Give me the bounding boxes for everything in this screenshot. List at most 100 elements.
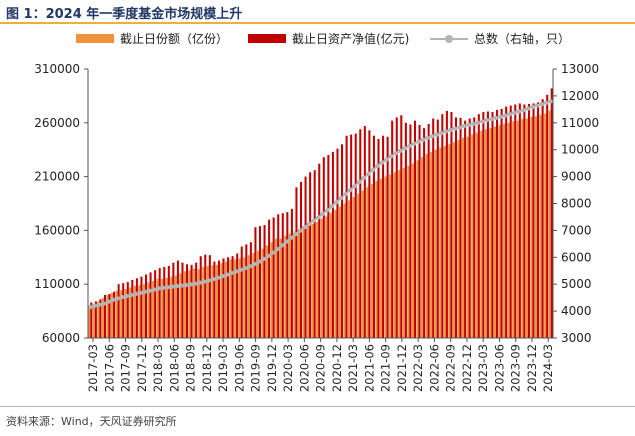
- nav-bar: [268, 219, 271, 338]
- x-axis-tick-label: 2021-03: [346, 344, 360, 392]
- count-point: [434, 132, 439, 137]
- legend-label-share: 截止日份额（亿份）: [120, 32, 229, 46]
- count-point: [188, 282, 193, 287]
- share-bar: [220, 263, 223, 338]
- x-axis-tick-label: 2017-06: [102, 344, 116, 392]
- nav-bar: [204, 254, 207, 338]
- share-bar: [111, 292, 114, 338]
- legend-swatch-share: [76, 34, 114, 43]
- x-axis-tick-label: 2018-03: [151, 344, 165, 392]
- count-point: [471, 121, 476, 127]
- share-bar: [462, 137, 465, 338]
- nav-bar: [126, 282, 129, 338]
- nav-bar: [231, 256, 234, 338]
- share-bar: [366, 187, 369, 338]
- share-bar: [279, 238, 282, 338]
- footer-rule: [0, 406, 635, 407]
- count-point: [192, 281, 198, 286]
- right-axis-tick-label: 9000: [561, 170, 592, 184]
- share-bar: [471, 134, 474, 338]
- share-bar: [170, 276, 173, 338]
- right-axis-tick-label: 10000: [561, 143, 599, 157]
- nav-bar: [254, 227, 257, 338]
- nav-bar: [154, 270, 157, 338]
- left-axis-tick-label: 260000: [34, 116, 80, 130]
- count-point: [489, 116, 494, 122]
- count-point: [466, 122, 471, 128]
- count-point: [142, 289, 148, 294]
- share-bar: [106, 294, 109, 338]
- nav-bar: [309, 172, 312, 338]
- right-axis-tick-label: 13000: [561, 62, 599, 76]
- count-point: [297, 228, 303, 233]
- share-bar: [434, 149, 437, 338]
- share-bar: [211, 265, 214, 338]
- share-bar: [284, 235, 287, 338]
- nav-bar: [90, 302, 93, 338]
- share-bar: [516, 120, 519, 339]
- nav-bar: [149, 272, 152, 338]
- count-point: [165, 284, 170, 290]
- share-bar: [329, 213, 332, 338]
- count-point: [370, 167, 376, 173]
- legend-label-nav: 截止日资产净值(亿元): [292, 32, 410, 46]
- share-bar: [311, 223, 314, 338]
- right-axis-tick-label: 3000: [561, 331, 592, 345]
- count-point: [439, 130, 444, 136]
- share-bar: [179, 273, 182, 338]
- nav-bar: [523, 104, 526, 338]
- nav-bar: [477, 114, 480, 338]
- count-point: [407, 143, 412, 149]
- count-point: [375, 163, 380, 169]
- nav-bar: [199, 256, 202, 338]
- x-axis-tick-label: 2018-12: [200, 344, 214, 392]
- right-axis-tick-label: 12000: [561, 89, 599, 103]
- share-bar: [224, 261, 228, 338]
- nav-bar: [245, 244, 248, 338]
- count-point: [197, 280, 202, 285]
- count-point: [124, 293, 129, 299]
- share-bar: [384, 176, 387, 338]
- share-bar: [152, 280, 155, 338]
- nav-bar: [413, 120, 417, 339]
- count-point: [534, 103, 540, 108]
- count-point: [284, 239, 289, 244]
- nav-bar: [94, 301, 97, 338]
- count-point: [106, 299, 111, 304]
- share-bar: [338, 206, 342, 338]
- share-bar: [493, 126, 497, 338]
- share-bar: [129, 287, 132, 338]
- chart-legend: 截止日份额（亿份） 截止日资产净值(亿元) 总数（右轴，只）: [0, 30, 635, 50]
- share-bar: [512, 121, 515, 338]
- chart-canvas: 60000 110000 160000 210000 260000 310000 3000 4…: [34, 62, 599, 392]
- count-point: [220, 273, 225, 279]
- share-bar: [297, 229, 300, 338]
- nav-bar: [436, 119, 439, 338]
- share-bar: [252, 253, 255, 338]
- x-axis-tick-label: 2022-03: [411, 344, 425, 392]
- share-bar: [238, 258, 241, 338]
- count-point: [416, 139, 421, 144]
- count-point: [224, 272, 230, 277]
- share-bar: [197, 269, 200, 338]
- count-point: [393, 151, 398, 156]
- count-point: [88, 304, 93, 310]
- share-bar: [379, 178, 383, 338]
- right-axis-tick-label: 4000: [561, 304, 592, 318]
- nav-bar: [263, 225, 266, 338]
- x-axis-tick-label: 2020-06: [297, 344, 311, 392]
- x-axis-tick-label: 2023-03: [476, 344, 490, 392]
- nav-bar: [409, 124, 412, 338]
- share-bar: [288, 233, 291, 338]
- nav-bar: [117, 284, 120, 338]
- nav-bar: [354, 133, 357, 338]
- share-bar: [521, 119, 524, 338]
- nav-bar: [99, 299, 102, 338]
- share-bar: [325, 216, 328, 338]
- count-point: [179, 283, 184, 288]
- nav-bar: [286, 212, 289, 338]
- nav-bar: [372, 135, 375, 338]
- count-point: [384, 157, 389, 162]
- share-bar: [507, 122, 510, 338]
- nav-bar: [500, 108, 503, 338]
